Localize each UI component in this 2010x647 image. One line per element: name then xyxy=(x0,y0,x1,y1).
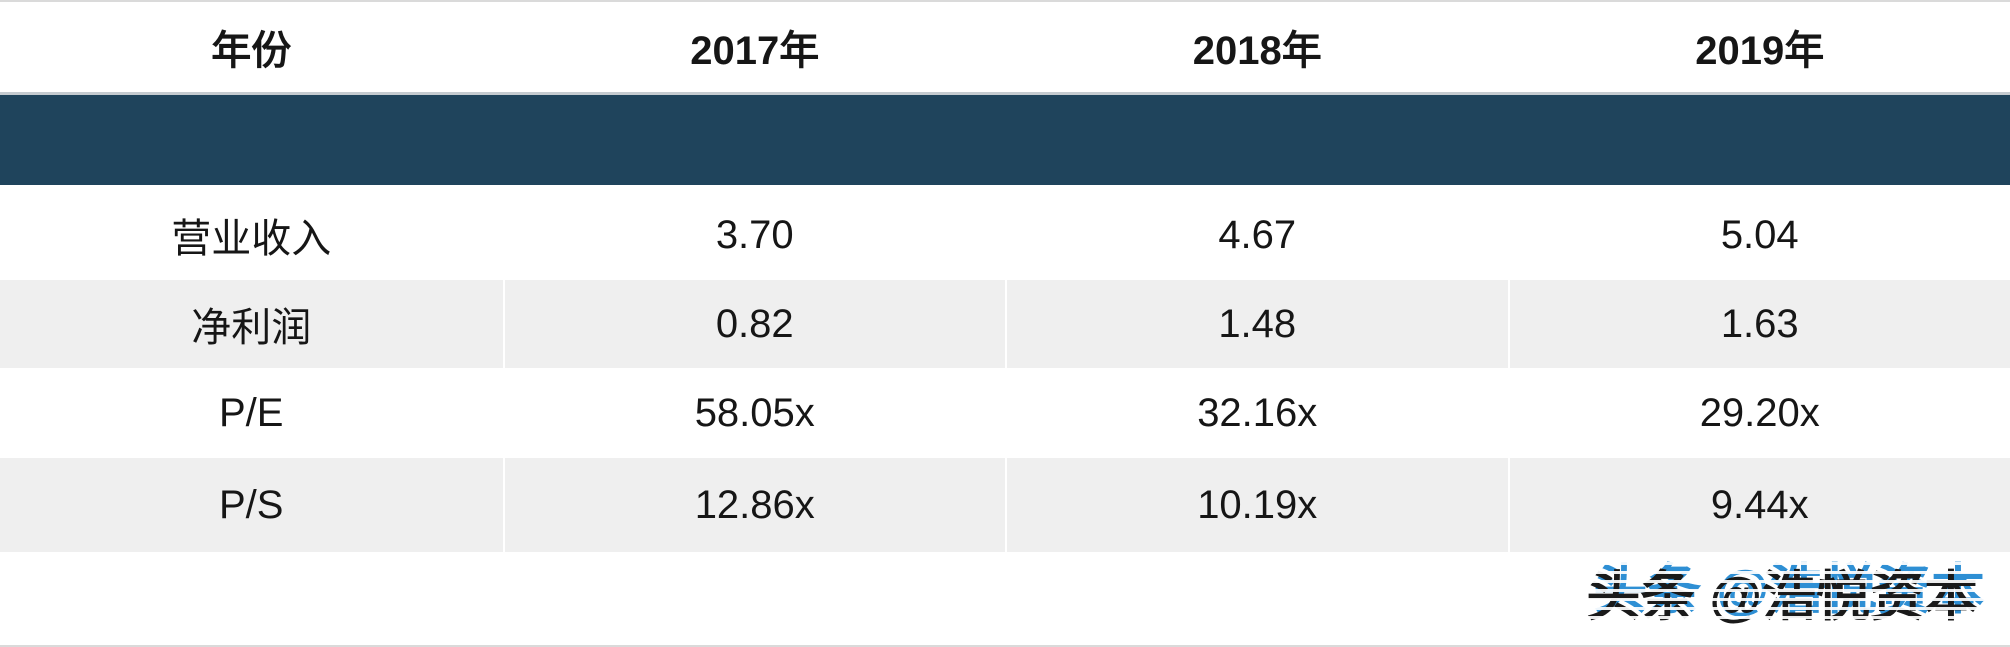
watermark-stripe-overlay xyxy=(1580,555,1988,632)
row-label-ps-ratio: P/S xyxy=(0,458,503,552)
header-cell-2018: 2018年 xyxy=(1005,2,1508,92)
cell-profit-2017: 0.82 xyxy=(502,280,1005,368)
cell-revenue-2017: 3.70 xyxy=(502,190,1005,280)
footer-area: 头条 @浩悦资本 头条 @浩悦资本 xyxy=(0,552,2010,645)
table-header-row: 年份 2017年 2018年 2019年 xyxy=(0,2,2010,92)
valuation-table: 年份 2017年 2018年 2019年 营业收入 3.70 4.67 5.04… xyxy=(0,2,2010,552)
table-row-operating-revenue: 营业收入 3.70 4.67 5.04 xyxy=(0,190,2010,280)
cell-pe-2019: 29.20x xyxy=(1507,368,2010,458)
cell-ps-2019: 9.44x xyxy=(1507,458,2010,552)
cell-pe-2018: 32.16x xyxy=(1005,368,1508,458)
cell-ps-2018: 10.19x xyxy=(1005,458,1508,552)
row-label-operating-revenue: 营业收入 xyxy=(0,190,503,280)
header-cell-2019: 2019年 xyxy=(1507,2,2010,92)
cell-profit-2018: 1.48 xyxy=(1005,280,1508,368)
table-row-ps-ratio: P/S 12.86x 10.19x 9.44x xyxy=(0,458,2010,552)
divider-band-row xyxy=(0,92,2010,190)
row-label-pe-ratio: P/E xyxy=(0,368,503,458)
table-row-pe-ratio: P/E 58.05x 32.16x 29.20x xyxy=(0,368,2010,458)
divider-band xyxy=(0,92,2010,190)
header-cell-year: 年份 xyxy=(0,2,503,92)
cell-profit-2019: 1.63 xyxy=(1507,280,2010,368)
header-cell-2017: 2017年 xyxy=(502,2,1005,92)
cell-revenue-2019: 5.04 xyxy=(1507,190,2010,280)
row-label-net-profit: 净利润 xyxy=(0,280,503,368)
cell-revenue-2018: 4.67 xyxy=(1005,190,1508,280)
toutiao-watermark: 头条 @浩悦资本 头条 @浩悦资本 xyxy=(1580,555,1988,632)
table-row-net-profit: 净利润 0.82 1.48 1.63 xyxy=(0,280,2010,368)
cell-ps-2017: 12.86x xyxy=(502,458,1005,552)
cell-pe-2017: 58.05x xyxy=(502,368,1005,458)
